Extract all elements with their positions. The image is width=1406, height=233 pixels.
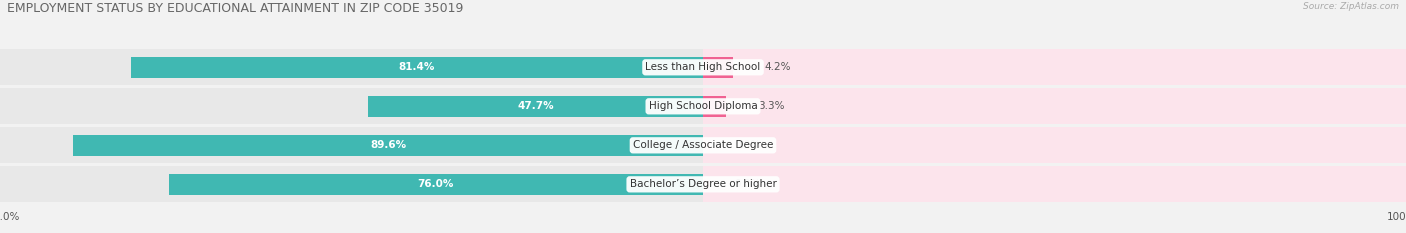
Bar [703, 127, 1406, 164]
Bar [703, 96, 725, 117]
Text: Source: ZipAtlas.com: Source: ZipAtlas.com [1303, 2, 1399, 11]
Text: 81.4%: 81.4% [399, 62, 434, 72]
Bar [703, 57, 733, 78]
Text: 76.0%: 76.0% [418, 179, 454, 189]
Text: 0.0%: 0.0% [734, 140, 761, 150]
Text: High School Diploma: High School Diploma [648, 101, 758, 111]
Bar [368, 96, 703, 117]
Bar [131, 57, 703, 78]
Text: 4.2%: 4.2% [765, 62, 790, 72]
Bar [0, 166, 703, 202]
Bar [0, 49, 703, 86]
Text: 3.3%: 3.3% [758, 101, 785, 111]
Bar [703, 49, 1406, 86]
Bar [73, 135, 703, 156]
Bar [169, 174, 703, 195]
Bar [0, 88, 703, 124]
Text: Less than High School: Less than High School [645, 62, 761, 72]
Text: 89.6%: 89.6% [370, 140, 406, 150]
Text: College / Associate Degree: College / Associate Degree [633, 140, 773, 150]
Text: 47.7%: 47.7% [517, 101, 554, 111]
Text: Bachelor’s Degree or higher: Bachelor’s Degree or higher [630, 179, 776, 189]
Bar [0, 127, 703, 164]
Text: EMPLOYMENT STATUS BY EDUCATIONAL ATTAINMENT IN ZIP CODE 35019: EMPLOYMENT STATUS BY EDUCATIONAL ATTAINM… [7, 2, 464, 15]
Bar [703, 166, 1406, 202]
Bar [703, 88, 1406, 124]
Text: 0.0%: 0.0% [734, 179, 761, 189]
